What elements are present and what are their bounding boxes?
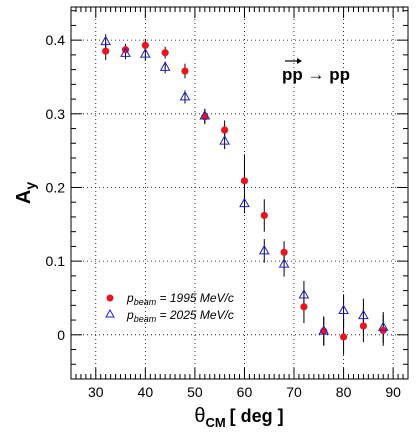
grid-lines	[71, 7, 408, 379]
y-axis-label: Ay	[13, 182, 38, 204]
data-point-triangle	[239, 197, 250, 208]
legend: pbeam = 1995 MeV/c pbeam = 2025 MeV/c	[105, 291, 234, 324]
data-point-triangle	[358, 309, 369, 320]
data-point-circle	[102, 47, 110, 55]
x-tick-label: 80	[336, 384, 352, 400]
data-point-triangle	[278, 258, 290, 268]
y-tick-label: 0.1	[46, 253, 66, 269]
legend-entry-2025: pbeam = 2025 MeV/c	[126, 308, 234, 324]
data-point-triangle	[338, 304, 349, 314]
data-point-triangle	[159, 61, 171, 71]
x-tick-label: 50	[187, 384, 203, 400]
y-tick-label: 0.2	[46, 179, 66, 195]
data-point-circle	[300, 303, 308, 311]
x-tick-label: 70	[286, 384, 302, 400]
data-point-circle	[240, 177, 249, 185]
data-point-circle	[141, 41, 149, 49]
y-tick-label: 0	[57, 327, 65, 343]
x-tick-label: 30	[88, 384, 104, 400]
reaction-annotation: pp → pp	[282, 58, 350, 84]
x-tick-label: 60	[237, 384, 253, 400]
data-point-circle	[280, 248, 288, 256]
data-point-triangle	[298, 289, 310, 299]
data-point-triangle	[100, 35, 112, 46]
axis-ticks	[70, 7, 409, 380]
polarization-arrowhead-icon	[297, 58, 302, 64]
legend-entry-1995: pbeam = 1995 MeV/c	[126, 291, 234, 307]
data-point-triangle	[139, 48, 151, 58]
data-point-circle	[181, 67, 189, 75]
x-tick-label: 90	[385, 384, 401, 400]
y-tick-labels: 0 0.1 0.2 0.3 0.4	[46, 32, 66, 343]
data-point-triangle	[199, 110, 211, 120]
data-point-circle	[339, 333, 348, 341]
x-axis-label: θCM[ deg ]	[194, 405, 283, 430]
plot-frame	[70, 6, 409, 380]
data-point-circle	[161, 49, 169, 57]
data-point-circle	[359, 322, 367, 330]
data-point-triangle	[120, 47, 131, 57]
data-point-triangle	[219, 135, 230, 145]
y-tick-label: 0.4	[46, 32, 66, 48]
legend-marker-triangle	[105, 308, 115, 318]
data-points	[100, 34, 389, 355]
y-tick-label: 0.3	[46, 106, 66, 122]
data-point-circle	[260, 211, 268, 220]
x-tick-labels: 30 40 50 60 70 80 90	[88, 384, 401, 400]
data-point-triangle	[179, 90, 191, 101]
legend-marker-circle	[106, 294, 114, 302]
data-point-circle	[221, 126, 229, 134]
data-point-triangle	[258, 244, 270, 255]
data-point-triangle	[318, 325, 330, 335]
reaction-label: pp → pp	[282, 65, 350, 84]
x-tick-label: 40	[138, 384, 154, 400]
data-point-triangle	[377, 321, 389, 331]
